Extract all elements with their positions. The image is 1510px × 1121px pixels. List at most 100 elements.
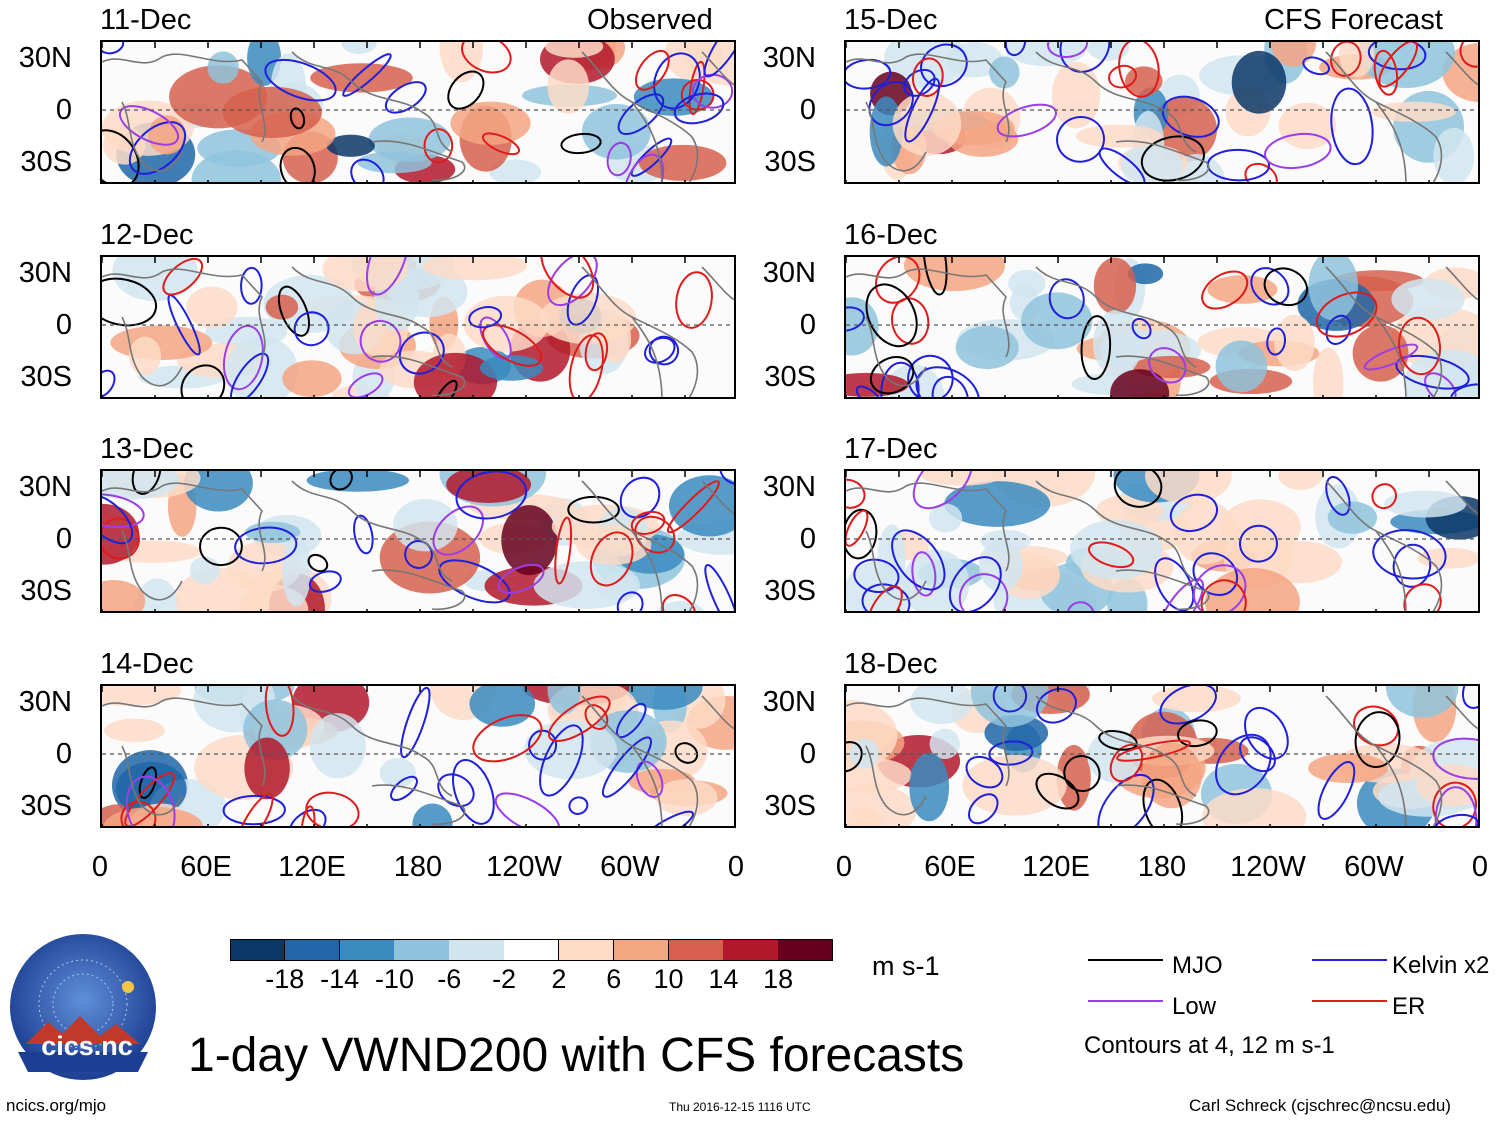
colorbar-box-7 [613,939,670,961]
colorbar-box-5 [504,939,560,961]
legend-line-kelvin [1312,959,1387,961]
lat-label-right-2-1: 0 [799,523,816,555]
lat-label-left-2-1: 0 [55,523,72,555]
map-panel-right-2 [844,469,1480,613]
lon-label-left-4: 120W [486,851,562,883]
lon-label-right-0: 0 [835,851,853,883]
legend-line-mjo [1088,959,1163,961]
lat-label-left-2-2: 30S [20,575,72,607]
lat-label-left-1-0: 30N [18,257,72,289]
lat-label-right-2-0: 30N [762,471,816,503]
lon-label-left-1: 60E [180,851,232,883]
lon-label-left-5: 60W [600,851,660,883]
lat-label-right-1-0: 30N [762,257,816,289]
panel-date-right-2: 17-Dec [844,433,938,465]
lon-label-left-3: 180 [393,851,443,883]
lat-label-right-0-1: 0 [799,94,816,126]
footer-author: Carl Schreck (cjschrec@ncsu.edu) [1189,1096,1451,1115]
legend-label-kelvin: Kelvin x2 [1392,952,1490,979]
colorbar-tick-2: -10 [374,964,414,994]
footer-timestamp: Thu 2016-12-15 1116 UTC [669,1100,811,1114]
colorbar-box-9 [723,939,779,961]
legend-label-low: Low [1172,993,1217,1020]
map-panel-left-0 [100,40,736,184]
lat-label-right-3-0: 30N [762,686,816,718]
colorbar-box-10 [778,939,834,961]
lat-label-right-0-2: 30S [764,146,816,178]
lat-label-left-1-2: 30S [20,361,72,393]
panel-date-left-1: 12-Dec [100,219,194,251]
lat-label-left-0-1: 0 [55,94,72,126]
lon-label-left-6: 0 [727,851,745,883]
colorbar-box-8 [668,939,724,961]
contours-note: Contours at 4, 12 m s-1 [1084,1032,1335,1059]
map-field-right-3 [846,686,1478,826]
lat-label-left-2-0: 30N [18,471,72,503]
colorbar-tick-7: 10 [653,964,684,994]
map-panel-left-3 [100,684,736,828]
panel-date-left-2: 13-Dec [100,433,194,465]
colorbar-box-1 [284,939,341,961]
panel-date-right-3: 18-Dec [844,648,938,680]
map-field-left-3 [102,686,734,826]
lat-label-left-0-0: 30N [18,42,72,74]
lat-label-right-3-1: 0 [799,738,816,770]
figure-title: 1-day VWND200 with CFS forecasts [188,1029,965,1082]
map-panel-right-0 [844,40,1480,184]
lon-label-right-1: 60E [924,851,976,883]
colorbar-box-2 [339,939,395,961]
legend-label-er: ER [1392,993,1426,1020]
lat-label-left-3-1: 0 [55,738,72,770]
legend-label-mjo: MJO [1172,952,1223,979]
map-field-right-0 [846,42,1478,182]
map-field-left-2 [102,471,734,611]
lon-label-left-0: 0 [91,851,109,883]
map-panel-right-3 [844,684,1480,828]
colorbar-tick-8: 14 [708,964,739,994]
logo-text: cics.nc [41,1031,133,1061]
lon-label-right-6: 0 [1471,851,1489,883]
cfs-forecast-label: CFS Forecast [1264,4,1443,36]
lon-label-right-2: 120E [1022,851,1090,883]
lon-label-right-5: 60W [1344,851,1404,883]
panel-date-left-3: 14-Dec [100,648,194,680]
lat-label-left-3-2: 30S [20,790,72,822]
panel-date-right-0: 15-Dec [844,4,938,36]
colorbar-tick-5: 2 [551,964,567,994]
lon-label-left-2: 120E [278,851,346,883]
lat-label-right-2-2: 30S [764,575,816,607]
cics-logo: cics.nc [8,932,158,1082]
panel-date-right-1: 16-Dec [844,219,938,251]
colorbar-tick-6: 6 [606,964,622,994]
legend-line-low [1088,1000,1163,1002]
colorbar-box-0 [230,939,286,961]
lat-label-left-0-2: 30S [20,146,72,178]
colorbar-units: m s-1 [872,951,940,981]
map-field-right-1 [846,257,1478,397]
observed-label: Observed [587,4,713,36]
colorbar-tick-9: 18 [763,964,794,994]
lon-label-right-3: 180 [1137,851,1187,883]
map-field-right-2 [846,471,1478,611]
map-panel-left-2 [100,469,736,613]
lat-label-right-0-0: 30N [762,42,816,74]
map-panel-right-1 [844,255,1480,399]
lat-label-right-3-2: 30S [764,790,816,822]
legend-line-er [1312,1000,1387,1002]
colorbar-tick-1: -14 [320,964,360,994]
lat-label-left-3-0: 30N [18,686,72,718]
map-panel-left-1 [100,255,736,399]
colorbar-box-4 [449,939,505,961]
panel-date-left-0: 11-Dec [100,4,192,36]
map-field-left-1 [102,257,734,397]
colorbar-tick-4: -2 [492,964,517,994]
colorbar-box-6 [558,939,615,961]
lon-label-right-4: 120W [1230,851,1306,883]
colorbar-box-3 [394,939,450,961]
colorbar-tick-0: -18 [265,964,305,994]
lat-label-right-1-2: 30S [764,361,816,393]
map-field-left-0 [102,42,734,182]
lat-label-left-1-1: 0 [55,309,72,341]
lat-label-right-1-1: 0 [799,309,816,341]
footer-website[interactable]: ncics.org/mjo [6,1096,107,1115]
